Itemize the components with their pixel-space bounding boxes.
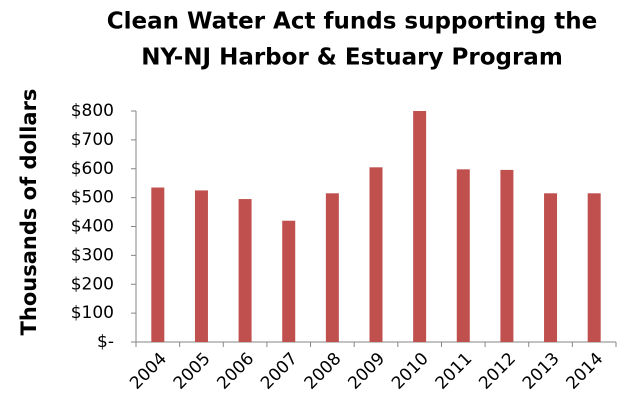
bar (238, 199, 252, 342)
bar (456, 169, 470, 342)
y-tick-label: $300 (71, 245, 114, 265)
x-tick-label: 2013 (519, 349, 564, 394)
bar (587, 193, 601, 342)
x-tick-label: 2008 (301, 349, 346, 394)
bar (500, 169, 514, 342)
bar (194, 190, 208, 342)
bar (413, 111, 427, 342)
bar (544, 193, 558, 342)
bar (325, 193, 339, 342)
y-tick-label: $400 (71, 217, 114, 237)
x-tick-label: 2010 (388, 349, 433, 394)
y-tick-label: $800 (71, 101, 114, 121)
y-tick-label: $100 (71, 303, 114, 323)
bar (282, 220, 296, 342)
x-tick-label: 2012 (475, 349, 520, 394)
x-tick-label: 2011 (432, 349, 477, 394)
x-tick-label: 2004 (126, 349, 171, 394)
x-tick-label: 2005 (170, 349, 215, 394)
x-tick-label: 2006 (213, 349, 258, 394)
bar (369, 167, 383, 342)
bar (151, 187, 165, 342)
y-tick-label: $600 (71, 159, 114, 179)
y-tick-label: $200 (71, 274, 114, 294)
x-tick-label: 2009 (344, 349, 389, 394)
y-axis-label: Thousands of dollars (17, 89, 41, 336)
x-tick-label: 2007 (257, 349, 302, 394)
chart-title: Clean Water Act funds supporting the (107, 9, 597, 35)
x-tick-label: 2014 (563, 349, 608, 394)
chart-title: NY-NJ Harbor & Estuary Program (141, 45, 563, 71)
y-tick-label: $- (97, 332, 114, 352)
y-tick-label: $500 (71, 188, 114, 208)
y-tick-label: $700 (71, 130, 114, 150)
